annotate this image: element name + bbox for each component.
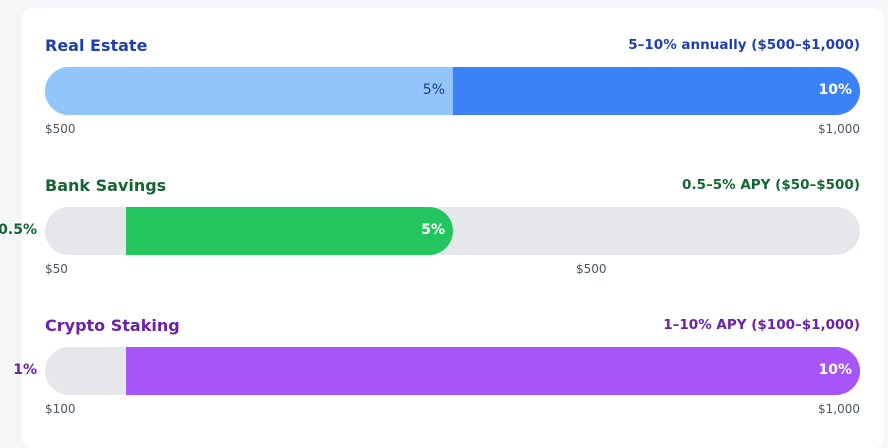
axis-end-label: $1,000 (818, 402, 860, 416)
row-title: Bank Savings (45, 176, 167, 195)
row-range-text: 0.5–5% APY ($50–$500) (682, 177, 860, 193)
bar-segment-high (453, 67, 860, 115)
max-rate-label: 5% (421, 222, 445, 238)
axis-start-label: $100 (45, 402, 76, 416)
bar-segment-fill (126, 347, 860, 395)
bar-track: 10% (45, 347, 860, 395)
bar-track: 5% (45, 207, 860, 255)
row-crypto-staking: Crypto Staking 1–10% APY ($100–$1,000) 1… (13, 316, 860, 426)
axis-end-label: $1,000 (818, 122, 860, 136)
bar-segment-fill (126, 207, 453, 255)
min-rate-label: 1% (13, 362, 37, 378)
row-range-text: 5–10% annually ($500–$1,000) (628, 37, 860, 53)
row-title: Real Estate (45, 36, 148, 55)
axis-end-label: $500 (576, 262, 607, 276)
row-title: Crypto Staking (45, 316, 180, 335)
max-rate-label: 10% (818, 362, 852, 378)
min-rate-label: 0.5% (0, 222, 37, 238)
row-real-estate: Real Estate 5–10% annually ($500–$1,000)… (45, 36, 860, 146)
bar-track: 5% 10% (45, 67, 860, 115)
row-bank-savings: Bank Savings 0.5–5% APY ($50–$500) 5% 0.… (0, 176, 860, 286)
bar-segment-low (45, 67, 453, 115)
min-rate-label: 5% (422, 82, 445, 98)
axis-start-label: $50 (45, 262, 68, 276)
axis-start-label: $500 (45, 122, 76, 136)
max-rate-label: 10% (818, 82, 852, 98)
row-range-text: 1–10% APY ($100–$1,000) (663, 317, 860, 333)
